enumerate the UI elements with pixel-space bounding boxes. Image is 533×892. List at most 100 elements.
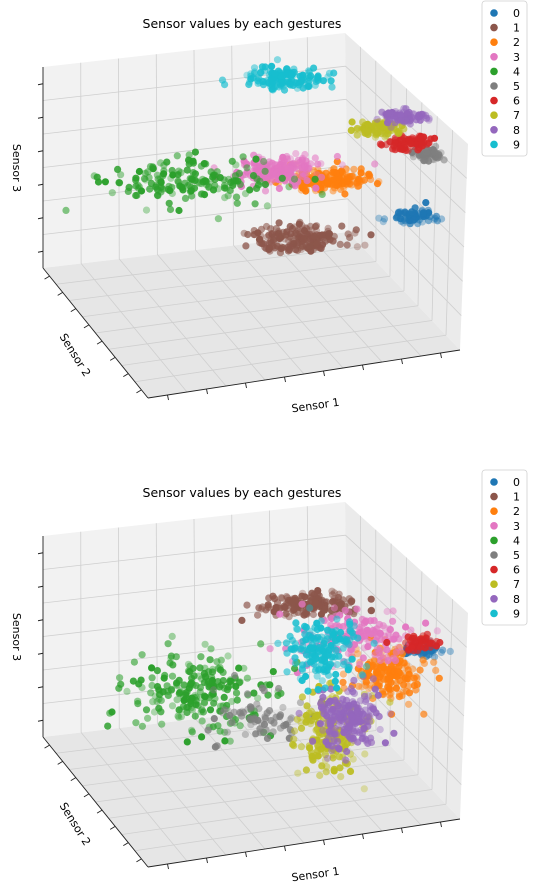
scatter-point	[266, 244, 274, 252]
scatter-point	[379, 218, 387, 226]
scatter-point	[302, 187, 310, 195]
grid-line	[42, 198, 348, 235]
scatter-point	[299, 170, 307, 178]
scatter-point	[333, 684, 341, 692]
scatter-point	[345, 595, 353, 603]
scatter-point	[344, 181, 352, 189]
scatter-point	[293, 241, 301, 249]
scatter-point	[175, 206, 183, 215]
scatter-point	[233, 193, 241, 201]
scatter-point	[330, 69, 338, 77]
scatter-point	[409, 665, 417, 673]
scatter-point	[267, 717, 275, 725]
scatter-point	[261, 714, 269, 722]
scatter-point	[390, 729, 398, 737]
scatter-point	[158, 720, 166, 728]
scatter-point	[417, 635, 425, 643]
scatter-point	[167, 174, 175, 182]
scatter-point	[220, 693, 228, 702]
scatter-point	[307, 72, 315, 80]
scatter-point	[350, 704, 358, 712]
legend-label: 0	[513, 476, 520, 489]
scatter-point	[368, 122, 376, 131]
scatter-point	[327, 705, 335, 714]
x-tick	[401, 827, 403, 834]
scatter-point	[175, 167, 183, 175]
scatter-point	[328, 591, 336, 599]
scatter-point	[314, 587, 322, 595]
scatter-point	[216, 174, 224, 182]
scatter-point	[327, 77, 335, 85]
scatter-point	[300, 235, 308, 243]
scatter-point	[168, 166, 176, 175]
scatter-point	[283, 649, 291, 657]
z-tick	[37, 116, 44, 119]
scatter-point	[116, 674, 124, 682]
scatter-point	[392, 684, 400, 692]
scatter-point	[278, 174, 286, 182]
scatter-point	[308, 716, 316, 725]
scatter-point	[327, 685, 335, 693]
x-tick	[323, 839, 325, 846]
scatter-point	[400, 105, 408, 113]
scatter-point	[333, 152, 341, 161]
scatter-point	[386, 698, 394, 706]
scatter-point	[254, 181, 263, 189]
scatter-point	[208, 689, 216, 698]
scatter-point	[311, 175, 319, 183]
scatter-point	[343, 760, 351, 768]
scatter-point	[349, 755, 357, 763]
scatter-point	[374, 691, 382, 699]
scatter-point	[196, 683, 205, 692]
scatter-point	[341, 756, 349, 764]
scatter-point	[291, 644, 299, 652]
scatter-point	[344, 230, 352, 238]
grid-line	[82, 275, 391, 318]
scatter-point	[328, 83, 336, 91]
scatter-point	[360, 734, 368, 742]
scatter-point	[284, 602, 292, 610]
scatter-point	[238, 616, 246, 625]
scatter-point	[154, 192, 162, 200]
scatter-point	[395, 208, 403, 216]
scatter-point	[268, 159, 276, 167]
y-tick	[44, 275, 50, 280]
scatter-point	[273, 599, 282, 607]
scatter-point	[226, 737, 234, 745]
scatter-point	[256, 235, 264, 243]
scatter-point	[323, 754, 332, 762]
scatter-point	[370, 617, 378, 625]
scatter-point	[363, 662, 371, 671]
scatter-point	[337, 773, 345, 781]
scatter-point	[251, 715, 259, 723]
scatter-point	[172, 653, 180, 661]
scatter-point	[93, 173, 101, 181]
z-tick	[37, 619, 44, 622]
scatter-point	[148, 664, 156, 672]
scatter-point	[329, 187, 337, 195]
scatter-point	[340, 660, 348, 669]
y-axis-label: Sensor 2	[57, 331, 94, 379]
scatter-point	[342, 696, 351, 704]
scatter-point	[314, 165, 322, 174]
scatter-point	[291, 654, 299, 662]
scatter-point	[219, 668, 227, 677]
scatter-point	[274, 639, 282, 648]
legend-marker-8	[490, 595, 498, 603]
series-1	[240, 218, 375, 257]
scatter-point	[297, 645, 305, 653]
scatter-point	[406, 139, 414, 148]
scatter-point	[327, 660, 335, 668]
x-tick	[245, 382, 247, 389]
scatter-point	[304, 162, 312, 170]
scatter-point	[327, 708, 335, 716]
y-tick	[83, 324, 90, 329]
scatter-point	[349, 688, 357, 696]
scatter-point	[373, 180, 382, 188]
scatter-point	[325, 671, 333, 679]
scatter-point	[312, 751, 320, 760]
legend-label: 7	[513, 109, 520, 122]
scatter-point	[181, 194, 190, 202]
scatter-point	[138, 651, 146, 659]
scatter-point	[220, 182, 229, 190]
